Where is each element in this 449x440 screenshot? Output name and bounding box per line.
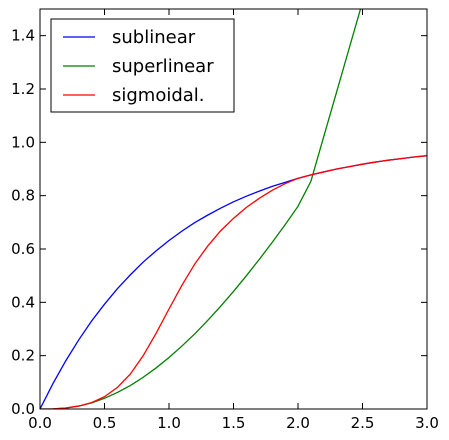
y-tick-label: 0.4 (11, 293, 35, 311)
series-line-sublinear (40, 155, 427, 409)
x-tick-label: 1.0 (157, 414, 181, 432)
y-tick-label: 0.8 (11, 187, 35, 205)
legend-label: superlinear (112, 56, 214, 77)
x-tick-label: 0.5 (93, 414, 117, 432)
y-tick-label: 1.2 (11, 80, 35, 98)
legend-label: sigmoidal. (112, 85, 205, 106)
x-tick-label: 1.5 (222, 414, 246, 432)
y-tick-label: 0.0 (11, 400, 35, 418)
plot-area (40, 9, 427, 409)
axis-ticks: 0.0 0.5 1.0 1.5 2.0 2.5 3.0 0.0 0.2 0.4 0.6 0.8 1.0 1… (11, 9, 439, 432)
series-line-sigmoidal (40, 155, 427, 409)
y-tick-label: 0.6 (11, 240, 35, 258)
x-tick-label: 2.5 (351, 414, 375, 432)
y-tick-label: 1.0 (11, 133, 35, 151)
x-tick-label: 0.0 (28, 414, 52, 432)
y-tick-label: 0.2 (11, 347, 35, 365)
legend: sublinear superlinear sigmoidal. (50, 18, 235, 113)
x-tick-label: 3.0 (415, 414, 439, 432)
legend-label: sublinear (112, 27, 196, 48)
x-tick-label: 2.0 (286, 414, 310, 432)
y-tick-label: 1.4 (11, 27, 35, 45)
